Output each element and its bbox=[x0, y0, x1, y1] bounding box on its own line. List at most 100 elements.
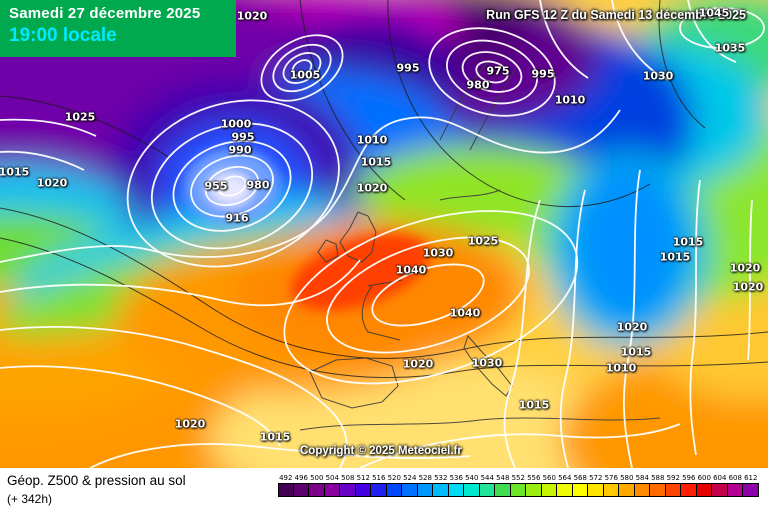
scale-swatch bbox=[681, 483, 697, 497]
geopotential-field bbox=[0, 0, 768, 468]
scale-swatch bbox=[510, 483, 526, 497]
scale-value: 612 bbox=[744, 474, 758, 482]
scale-value: 592 bbox=[666, 474, 680, 482]
scale-cell: 572 bbox=[588, 473, 604, 497]
scale-value: 524 bbox=[403, 474, 417, 482]
scale-value: 548 bbox=[496, 474, 510, 482]
scale-value: 520 bbox=[387, 474, 401, 482]
map-area: Copyright © 2025 Meteociel.fr Samedi 27 … bbox=[0, 0, 768, 468]
color-scale: 492 496 500 504 508 512 516 520 524 528 532 536 540 5… bbox=[278, 473, 759, 497]
scale-value: 556 bbox=[527, 474, 541, 482]
scale-cell: 576 bbox=[603, 473, 619, 497]
scale-cell: 548 bbox=[495, 473, 511, 497]
valid-time: 19:00 locale bbox=[9, 25, 117, 46]
scale-swatch bbox=[479, 483, 495, 497]
scale-swatch bbox=[340, 483, 356, 497]
scale-swatch bbox=[557, 483, 573, 497]
scale-swatch bbox=[603, 483, 619, 497]
date-box: Samedi 27 décembre 2025 19:00 locale bbox=[0, 0, 236, 57]
scale-cell: 552 bbox=[510, 473, 526, 497]
scale-swatch bbox=[743, 483, 759, 497]
copyright-text: Copyright © 2025 Meteociel.fr bbox=[300, 445, 462, 457]
scale-cell: 496 bbox=[293, 473, 309, 497]
scale-cell: 584 bbox=[634, 473, 650, 497]
scale-value: 540 bbox=[465, 474, 479, 482]
scale-swatch bbox=[448, 483, 464, 497]
scale-cell: 536 bbox=[448, 473, 464, 497]
scale-value: 500 bbox=[310, 474, 324, 482]
scale-cell: 512 bbox=[355, 473, 371, 497]
scale-value: 564 bbox=[558, 474, 572, 482]
scale-cell: 492 bbox=[278, 473, 294, 497]
scale-swatch bbox=[588, 483, 604, 497]
forecast-offset: (+ 342h) bbox=[7, 492, 53, 506]
scale-cell: 608 bbox=[727, 473, 743, 497]
scale-swatch bbox=[665, 483, 681, 497]
scale-value: 572 bbox=[589, 474, 603, 482]
scale-swatch bbox=[371, 483, 387, 497]
scale-cell: 588 bbox=[650, 473, 666, 497]
scale-value: 516 bbox=[372, 474, 386, 482]
scale-value: 504 bbox=[325, 474, 339, 482]
scale-cell: 532 bbox=[433, 473, 449, 497]
legend-bar: Géop. Z500 & pression au sol (+ 342h) 49… bbox=[0, 468, 768, 512]
scale-swatch bbox=[727, 483, 743, 497]
scale-cell: 592 bbox=[665, 473, 681, 497]
scale-swatch bbox=[293, 483, 309, 497]
scale-swatch bbox=[386, 483, 402, 497]
scale-value: 604 bbox=[713, 474, 727, 482]
scale-swatch bbox=[634, 483, 650, 497]
scale-value: 532 bbox=[434, 474, 448, 482]
scale-value: 576 bbox=[604, 474, 618, 482]
scale-swatch bbox=[402, 483, 418, 497]
scale-swatch bbox=[417, 483, 433, 497]
scale-value: 600 bbox=[697, 474, 711, 482]
scale-value: 536 bbox=[449, 474, 463, 482]
scale-cell: 500 bbox=[309, 473, 325, 497]
scale-cell: 556 bbox=[526, 473, 542, 497]
scale-swatch bbox=[433, 483, 449, 497]
scale-cell: 612 bbox=[743, 473, 759, 497]
scale-cell: 516 bbox=[371, 473, 387, 497]
scale-value: 552 bbox=[511, 474, 525, 482]
scale-value: 560 bbox=[542, 474, 556, 482]
valid-date: Samedi 27 décembre 2025 bbox=[9, 5, 201, 22]
scale-swatch bbox=[650, 483, 666, 497]
scale-value: 608 bbox=[728, 474, 742, 482]
scale-value: 508 bbox=[341, 474, 355, 482]
scale-swatch bbox=[696, 483, 712, 497]
scale-cell: 568 bbox=[572, 473, 588, 497]
scale-value: 512 bbox=[356, 474, 370, 482]
scale-swatch bbox=[572, 483, 588, 497]
scale-value: 568 bbox=[573, 474, 587, 482]
scale-swatch bbox=[355, 483, 371, 497]
scale-value: 580 bbox=[620, 474, 634, 482]
scale-swatch bbox=[526, 483, 542, 497]
scale-cell: 560 bbox=[541, 473, 557, 497]
variable-label: Géop. Z500 & pression au sol bbox=[7, 473, 186, 488]
scale-swatch bbox=[541, 483, 557, 497]
scale-value: 528 bbox=[418, 474, 432, 482]
scale-cell: 596 bbox=[681, 473, 697, 497]
scale-swatch bbox=[619, 483, 635, 497]
scale-cell: 524 bbox=[402, 473, 418, 497]
scale-cell: 528 bbox=[417, 473, 433, 497]
scale-value: 544 bbox=[480, 474, 494, 482]
scale-value: 588 bbox=[651, 474, 665, 482]
scale-value: 496 bbox=[294, 474, 308, 482]
scale-swatch bbox=[278, 483, 294, 497]
scale-cell: 504 bbox=[324, 473, 340, 497]
scale-cell: 564 bbox=[557, 473, 573, 497]
scale-value: 584 bbox=[635, 474, 649, 482]
scale-value: 492 bbox=[279, 474, 293, 482]
scale-swatch bbox=[712, 483, 728, 497]
scale-value: 596 bbox=[682, 474, 696, 482]
scale-cell: 580 bbox=[619, 473, 635, 497]
scale-swatch bbox=[309, 483, 325, 497]
scale-cell: 508 bbox=[340, 473, 356, 497]
scale-cell: 544 bbox=[479, 473, 495, 497]
scale-cell: 520 bbox=[386, 473, 402, 497]
scale-cell: 604 bbox=[712, 473, 728, 497]
scale-swatch bbox=[464, 483, 480, 497]
scale-cell: 600 bbox=[696, 473, 712, 497]
